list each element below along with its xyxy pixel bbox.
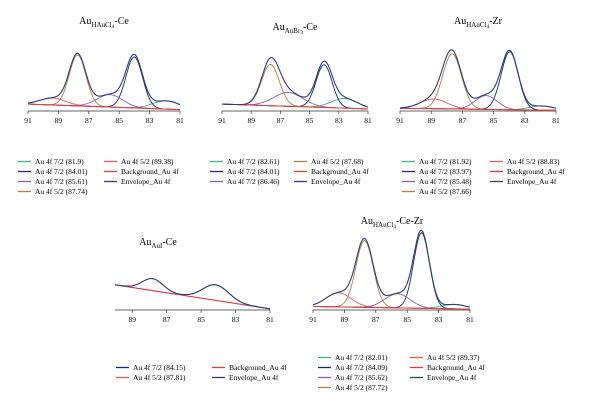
x-tick-label: 83 [232,315,240,324]
legend-label: Au 4f 5/2 (87.68) [311,157,364,166]
legend: Au 4f 7/2 (84.15)Au 4f 5/2 (87.81) Backgr… [116,363,287,382]
x-tick-label: 83 [435,315,443,324]
legend-label: Envelope_Au 4f [121,177,171,186]
legend: Au 4f 7/2 (82.61)Au 4f 7/2 (84.01)Au 4f … [210,157,369,186]
chart-title: AuHAuCl4-Ce-Zr [361,216,424,230]
chart-title: AuAuI-Ce [139,237,177,250]
legend-label: Au 4f 5/2 (89.38) [121,157,174,166]
series-envelope [222,56,369,108]
x-tick-label: 89 [341,315,349,324]
x-tick-label: 87 [372,315,380,324]
legend-label: Au 4f 7/2 (84.01) [35,167,88,176]
x-tick-label: 87 [85,116,93,125]
legend-label: Au 4f 5/2 (89.37) [427,353,480,362]
legend-label: Au 4f 5/2 (88.83) [507,157,560,166]
x-tick-label: 89 [128,315,136,324]
legend-label: Au 4f 5/2 (87.81) [133,373,186,382]
legend-label: Au 4f 7/2 (86.46) [227,177,280,186]
series-background [399,107,556,111]
legend-label: Au 4f 5/2 (87.74) [35,187,88,196]
x-tick-label: 85 [403,315,411,324]
x-tick-label: 89 [247,116,255,125]
legend-label: Au 4f 7/2 (84.15) [133,363,186,372]
legend-label: Au 4f 7/2 (84.09) [335,363,388,372]
series-peak [222,63,368,110]
legend-label: Background_Au 4f [427,363,485,372]
series-peak [222,64,368,110]
legend-label: Background_Au 4f [229,363,287,372]
legend-label: Background_Au 4f [121,167,179,176]
series-background [222,103,368,110]
legend-label: Au 4f 7/2 (84.01) [227,167,280,176]
legend-label: Au 4f 7/2 (81.92) [419,157,472,166]
series-envelope [312,229,471,308]
legend: Au 4f 7/2 (82.01)Au 4f 7/2 (84.09)Au 4f … [318,353,485,392]
chart-title: AuHAuCl4-Zr [454,16,503,30]
x-tick-label: 85 [306,116,314,125]
x-tick-label: 87 [277,116,285,125]
x-tick-label: 83 [521,116,529,125]
legend: Au 4f 7/2 (81.92)Au 4f 7/2 (83.97)Au 4f … [402,157,565,196]
series-envelope [114,277,271,310]
x-tick-label: 91 [24,116,32,125]
x-tick-label: 83 [146,116,154,125]
series-envelope [399,49,557,109]
legend-label: Envelope_Au 4f [507,177,557,186]
panel-3: AuHAuCl4-Zr 91 89 87 85 83 81 Au 4f 7/2 (81.92)… [396,16,565,196]
x-tick-label: 81 [552,116,560,125]
legend-label: Au 4f 7/2 (85.48) [419,177,472,186]
legend-label: Au 4f 7/2 (82.01) [335,353,388,362]
x-tick-label: 85 [197,315,205,324]
series-envelope [27,52,181,106]
x-tick-label: 89 [427,116,435,125]
x-tick-label: 87 [459,116,467,125]
legend: Au 4f 7/2 (81.9)Au 4f 7/2 (84.01)Au 4f 7… [18,157,179,196]
x-tick-label: 81 [176,116,184,125]
x-tick-label: 81 [266,315,274,324]
chart-title: AuAuBr3-Ce [273,22,319,36]
legend-label: Au 4f 5/2 (87.72) [335,383,388,392]
x-tick-label: 85 [115,116,123,125]
x-tick-label: 89 [55,116,63,125]
legend-label: Envelope_Au 4f [427,373,477,382]
x-tick-label: 91 [309,315,317,324]
series-background [313,306,470,310]
legend-label: Au 4f 7/2 (85.61) [35,177,88,186]
x-tick-label: 87 [163,315,171,324]
chart-title: AuHAuCl4-Ce [79,16,129,30]
legend-label: Envelope_Au 4f [229,373,279,382]
legend-label: Au 4f 7/2 (82.61) [227,157,280,166]
legend-label: Background_Au 4f [311,167,369,176]
legend-label: Au 4f 5/2 (87.66) [419,187,472,196]
legend-label: Background_Au 4f [507,167,565,176]
series-background [114,284,271,310]
x-tick-label: 81 [364,116,372,125]
x-tick-label: 83 [335,116,343,125]
series-peak [313,232,470,310]
x-tick-label: 91 [396,116,404,125]
x-tick-label: 85 [490,116,498,125]
legend-label: Au 4f 7/2 (85.62) [335,373,388,382]
panel-4: AuAuI-Ce 89 87 85 83 81 Au 4f 7/2 (84.15)Au 4f… [114,237,287,382]
legend-label: Envelope_Au 4f [311,177,361,186]
series-peak [28,56,180,111]
series-peak [313,240,470,310]
legend-label: Au 4f 7/2 (81.9) [35,157,84,166]
x-tick-label: 91 [218,116,226,125]
panel-5: AuHAuCl4-Ce-Zr 91 89 87 85 83 81 Au 4f 7/2 (82.… [309,216,485,392]
series-background [28,103,180,111]
x-tick-label: 81 [466,315,474,324]
legend-label: Au 4f 7/2 (83.97) [419,167,472,176]
